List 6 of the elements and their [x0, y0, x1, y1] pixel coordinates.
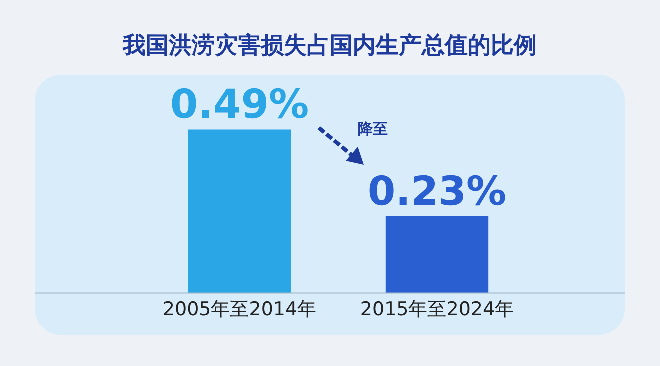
annotation: 降至: [358, 120, 388, 139]
chart-title: 我国洪涝灾害损失占国内生产总值的比例: [122, 32, 538, 61]
x-tick-label: 2005年至2014年: [162, 298, 317, 321]
data-label: 0.49%: [170, 82, 310, 128]
data-label: 0.23%: [368, 168, 507, 215]
x-tick-label: 2015年至2024年: [360, 298, 514, 321]
